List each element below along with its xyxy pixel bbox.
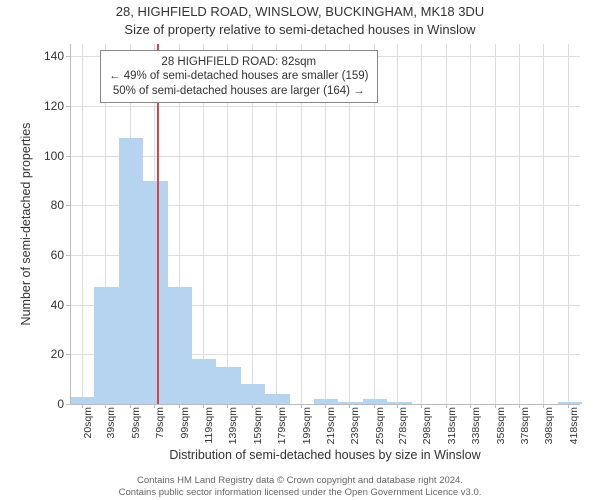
y-axis-label-container: Number of semi-detached properties	[18, 44, 34, 404]
x-tick-label: 20sqm	[82, 407, 94, 439]
x-tick-label: 79sqm	[154, 407, 166, 439]
x-tick-label: 199sqm	[301, 407, 313, 444]
annotation-line-2: ← 49% of semi-detached houses are smalle…	[109, 69, 369, 83]
chart-root: 28, HIGHFIELD ROAD, WINSLOW, BUCKINGHAM,…	[0, 0, 600, 500]
footer-line-1: Contains HM Land Registry data © Crown c…	[0, 475, 600, 486]
x-axis-label: Distribution of semi-detached houses by …	[70, 448, 580, 462]
gridline-vertical	[543, 44, 544, 404]
title-sub: Size of property relative to semi-detach…	[0, 22, 600, 37]
x-tick-label: 59sqm	[130, 407, 142, 439]
footer-line-2: Contains public sector information licen…	[0, 487, 600, 498]
gridline-vertical	[470, 44, 471, 404]
x-tick-label: 179sqm	[276, 407, 288, 444]
x-tick-label: 318sqm	[446, 407, 458, 444]
histogram-bar	[241, 384, 265, 404]
y-axis-line	[70, 44, 71, 404]
y-axis-label: Number of semi-detached properties	[19, 123, 33, 326]
gridline-vertical	[421, 44, 422, 404]
title-main: 28, HIGHFIELD ROAD, WINSLOW, BUCKINGHAM,…	[0, 4, 600, 19]
footer-attribution: Contains HM Land Registry data © Crown c…	[0, 475, 600, 498]
x-tick-label: 418sqm	[568, 407, 580, 444]
gridline-vertical	[397, 44, 398, 404]
x-tick-label: 119sqm	[203, 407, 215, 444]
histogram-bar	[216, 367, 240, 404]
gridline-vertical	[446, 44, 447, 404]
x-tick-label: 259sqm	[374, 407, 386, 444]
gridline-vertical	[519, 44, 520, 404]
x-tick-label: 298sqm	[421, 407, 433, 444]
x-tick-label: 358sqm	[495, 407, 507, 444]
histogram-bar	[70, 397, 94, 404]
gridline-vertical	[495, 44, 496, 404]
annotation-line-1: 28 HIGHFIELD ROAD: 82sqm	[109, 55, 369, 69]
histogram-bar	[143, 181, 167, 404]
annotation-line-3: 50% of semi-detached houses are larger (…	[109, 84, 369, 98]
histogram-bar	[192, 359, 216, 404]
x-axis-line	[70, 404, 580, 405]
histogram-bar	[119, 138, 143, 404]
histogram-bar	[94, 287, 118, 404]
x-tick-label: 378sqm	[519, 407, 531, 444]
x-tick-label: 159sqm	[252, 407, 264, 444]
x-tick-label: 39sqm	[105, 407, 117, 439]
gridline-vertical	[568, 44, 569, 404]
x-tick-label: 338sqm	[470, 407, 482, 444]
x-tick-label: 99sqm	[179, 407, 191, 439]
gridline-vertical	[82, 44, 83, 404]
x-tick-label: 398sqm	[543, 407, 555, 444]
x-tick-label: 278sqm	[397, 407, 409, 444]
histogram-bar	[168, 287, 192, 404]
x-tick-label: 139sqm	[227, 407, 239, 444]
x-tick-label: 219sqm	[325, 407, 337, 444]
histogram-bar	[265, 394, 289, 404]
annotation-box: 28 HIGHFIELD ROAD: 82sqm ← 49% of semi-d…	[100, 50, 378, 103]
x-tick-label: 239sqm	[349, 407, 361, 444]
